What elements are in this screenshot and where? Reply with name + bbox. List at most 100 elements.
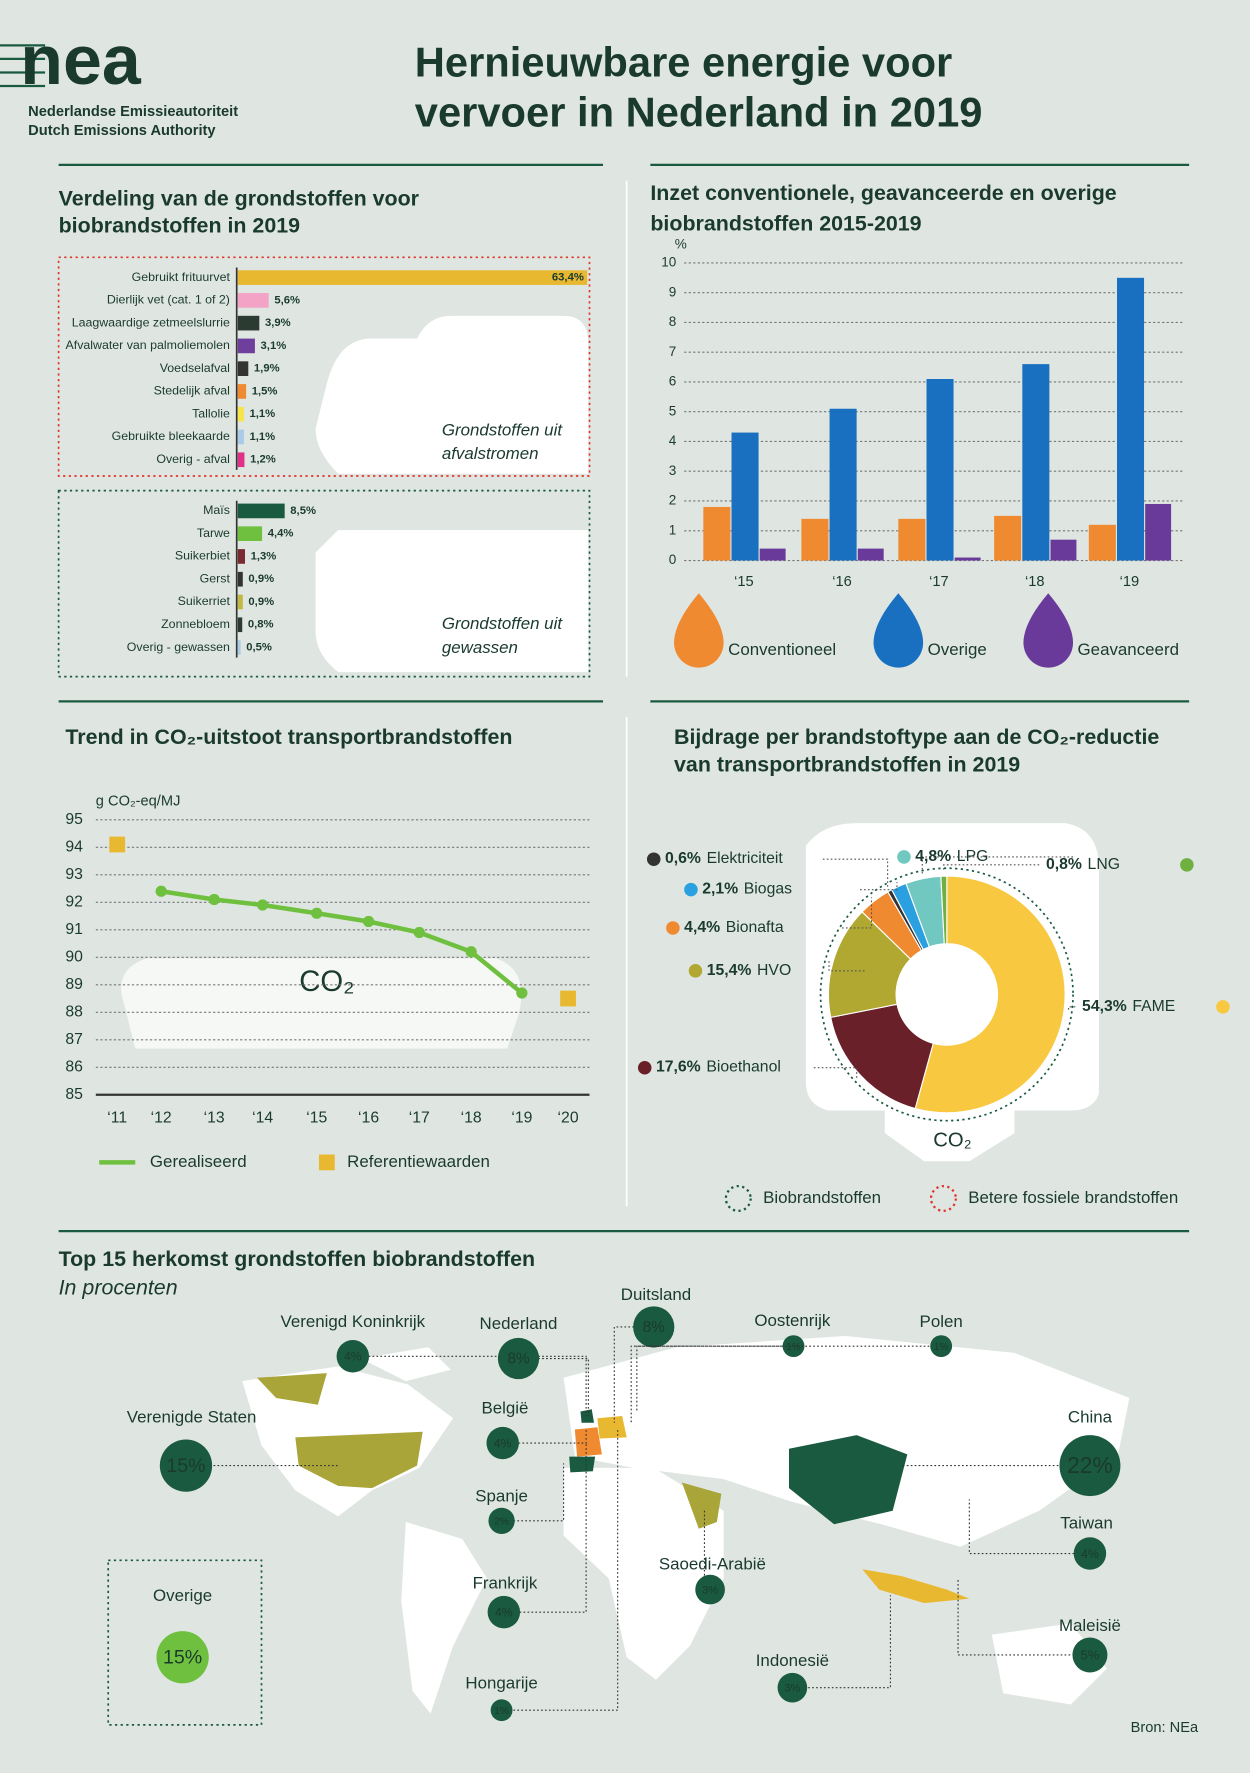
leader-line	[822, 858, 889, 887]
point	[560, 990, 576, 1007]
point	[155, 885, 167, 897]
y-axis-label: g CO₂-eq/MJ	[96, 794, 181, 810]
bar-label: Maïs	[203, 503, 230, 517]
slice-name: Biogas	[744, 881, 792, 898]
bar-label: Stedelijk afval	[154, 384, 230, 398]
chart-title: Inzet conventionele, geavanceerde en ove…	[650, 181, 1116, 205]
leader-line	[502, 1429, 587, 1444]
leader-line	[921, 856, 1074, 875]
x-tick-label: ‘18	[1025, 574, 1045, 590]
bubble	[497, 1337, 540, 1380]
y-tick-label: 88	[65, 1003, 83, 1020]
leader-line	[957, 1578, 1090, 1656]
bubble	[487, 1595, 521, 1629]
country-label: Verenigd Koninkrijk	[280, 1312, 425, 1331]
bubble-label: 2%	[494, 1517, 509, 1528]
point	[362, 915, 375, 928]
bubble	[1073, 1537, 1107, 1570]
y-tick-label: 10	[661, 255, 676, 270]
group-label: gewassen	[442, 638, 518, 657]
y-tick-label: 1	[669, 522, 677, 537]
bar-label: Voedselafval	[160, 361, 230, 375]
bubble	[490, 1699, 513, 1722]
y-tick-label: 91	[65, 921, 83, 938]
bar	[237, 361, 249, 376]
logo-lines	[0, 44, 46, 88]
leader-line	[860, 882, 898, 891]
point	[465, 946, 477, 958]
slice-name: LNG	[1088, 856, 1120, 873]
country-label: Taiwan	[1060, 1514, 1113, 1533]
point	[109, 836, 126, 853]
legend-icon	[688, 964, 703, 978]
legend-icon	[897, 850, 911, 864]
slice-value: 17,6%	[656, 1059, 701, 1076]
slice-label: 54,3% FAME	[1082, 998, 1175, 1015]
org-name: Dutch Emissions Authority	[28, 123, 216, 139]
bubble-label: 4%	[495, 1605, 513, 1619]
chart-subtitle: In procenten	[59, 1275, 178, 1299]
legend-icon	[646, 852, 661, 866]
y-tick-label: 89	[65, 976, 83, 993]
bar-label: Tallolie	[192, 406, 230, 420]
legend-label: Betere fossiele brandstoffen	[968, 1188, 1178, 1207]
chart-title: Verdeling van de grondstoffen voor	[59, 186, 419, 210]
leader-line	[503, 1443, 587, 1613]
bubble-label: 22%	[1067, 1452, 1113, 1478]
slice-name: Bioethanol	[706, 1059, 781, 1076]
line	[160, 889, 524, 995]
bubble-label: 8%	[643, 1319, 666, 1336]
leader-line	[792, 1595, 892, 1689]
x-tick-label: ‘15	[734, 574, 754, 590]
country-label: Saoedi-Arabië	[659, 1554, 766, 1573]
chart-title: van transportbrandstoffen in 2019	[674, 752, 1020, 776]
bar	[237, 315, 260, 331]
slice-label: 4,4% Bionafta	[684, 919, 784, 936]
y-tick-label: 92	[65, 893, 83, 910]
page-title: Hernieuwbare energie voor	[415, 39, 952, 86]
y-tick-label: 87	[65, 1031, 83, 1048]
bar	[1022, 364, 1050, 561]
x-tick-label: ‘17	[929, 574, 949, 590]
legend-label: Referentiewaarden	[347, 1152, 490, 1171]
x-tick-label: ‘12	[151, 1110, 172, 1127]
value-label: 63,4%	[552, 272, 584, 284]
point	[311, 907, 323, 919]
bar-label: Dierlijk vet (cat. 1 of 2)	[107, 293, 230, 307]
value-label: 0,5%	[246, 642, 272, 654]
y-tick-label: 94	[65, 838, 83, 855]
legend-circle	[929, 1184, 957, 1212]
bar	[237, 549, 245, 564]
bar	[857, 548, 884, 561]
value-label: 1,3%	[251, 550, 277, 562]
leader-line	[501, 1463, 565, 1522]
point	[208, 893, 220, 906]
y-tick-label: 85	[65, 1086, 83, 1103]
bar	[801, 518, 829, 561]
legend-label: Overige	[928, 640, 987, 659]
group-box	[57, 256, 591, 477]
donut-slice	[914, 875, 1066, 1114]
bar-label: Gebruikte bleekaarde	[112, 429, 230, 443]
country-label: België	[481, 1399, 528, 1418]
bar	[237, 429, 244, 445]
bubble-label: 5%	[1080, 1648, 1099, 1663]
bar	[237, 384, 247, 399]
logo: nea	[20, 21, 142, 99]
bar-label: Gerst	[200, 571, 231, 585]
donut-slice	[940, 875, 948, 945]
value-label: 8,5%	[290, 505, 316, 517]
x-tick-label: ‘19	[511, 1110, 532, 1127]
bar	[1116, 277, 1145, 561]
leader-line	[501, 1429, 619, 1711]
bar	[1088, 524, 1116, 561]
group-box	[57, 489, 591, 678]
chart-title: Bijdrage per brandstoftype aan de CO₂-re…	[674, 725, 1159, 749]
country-label: Polen	[920, 1312, 963, 1331]
bar	[1145, 503, 1172, 561]
y-tick-label: 2	[669, 493, 677, 508]
bubble	[156, 1631, 209, 1684]
page-title: vervoer in Nederland in 2019	[415, 88, 983, 135]
chart-title: biobrandstoffen in 2019	[59, 214, 301, 238]
